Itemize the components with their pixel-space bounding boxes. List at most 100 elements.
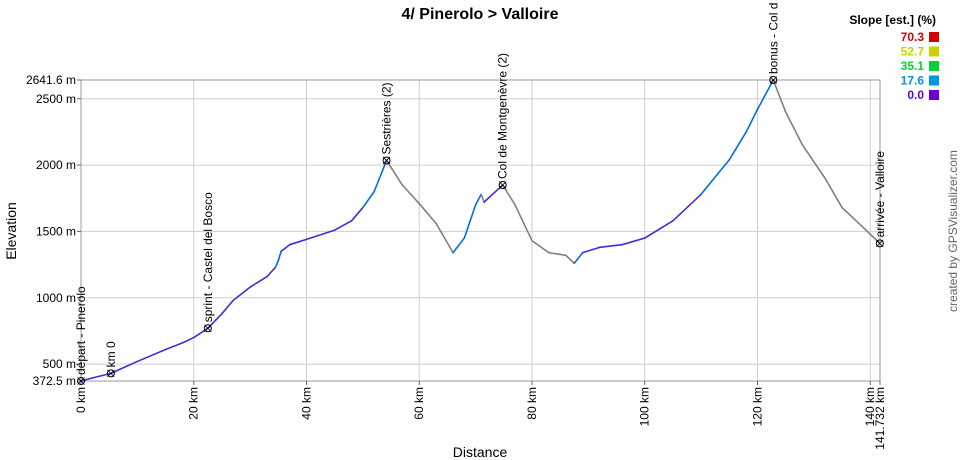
y-tick-label: 1000 m [36, 291, 76, 305]
y-tick-label: 2500 m [36, 92, 76, 106]
legend-entry-label: 17.6 [901, 74, 925, 88]
x-tick-label: 120 km [750, 387, 764, 426]
legend-swatch [929, 90, 939, 100]
elevation-segment [784, 111, 804, 147]
x-tick-label: 100 km [638, 387, 652, 426]
waypoint-cross [769, 76, 778, 84]
legend-swatch [929, 75, 939, 86]
elevation-segment [548, 251, 567, 257]
legend-swatch [929, 46, 939, 57]
y-tick-label: 1500 m [36, 224, 76, 238]
x-tick-label: 60 km [412, 387, 426, 420]
elevation-segment [581, 246, 601, 254]
plot-frame [80, 79, 881, 382]
legend-swatch [929, 61, 939, 71]
elevation-segment [474, 193, 483, 206]
x-tick-label: 140 km [863, 387, 877, 426]
waypoint-label: km 0 [104, 341, 118, 367]
y-tick-label: 500 m [43, 357, 76, 371]
elevation-segment [274, 259, 280, 269]
elevation-segment [486, 193, 494, 201]
elevation-series [80, 79, 881, 382]
grid [80, 79, 881, 382]
elevation-segment [672, 193, 702, 222]
x-tick-label: 40 km [299, 387, 313, 420]
waypoint-label: Col de Montgenèvre (2) [496, 53, 510, 179]
elevation-segment [643, 220, 674, 239]
y-axis-label: Elevation [3, 202, 19, 260]
legend-entry-label: 52.7 [901, 45, 925, 59]
elevation-segment [700, 159, 731, 196]
elevation-segment [110, 360, 139, 375]
elevation-segment [333, 220, 353, 231]
x-tick-label: 0 km [74, 387, 88, 413]
elevation-segment [288, 238, 308, 246]
credit-text: created by GPSVisualizer.com [946, 150, 960, 312]
elevation-segment [621, 237, 646, 246]
legend-entry-label: 35.1 [901, 59, 925, 73]
elevation-segment [277, 250, 282, 262]
waypoint-cross [876, 239, 884, 248]
elevation-segment [350, 206, 364, 222]
waypoint-cross [382, 156, 391, 165]
elevation-segment [452, 237, 466, 254]
elevation-segment [463, 204, 477, 239]
waypoint-cross [204, 324, 212, 333]
waypoint-label: arrivée - Valloire [873, 151, 887, 238]
elevation-segment [531, 239, 550, 254]
elevation-segment [728, 131, 748, 161]
waypoint-marker [875, 239, 884, 248]
elevation-segment [221, 299, 235, 315]
waypoint-label: Sestrières (2) [380, 82, 394, 154]
legend-swatch [929, 32, 939, 42]
elevation-segment [266, 266, 277, 278]
elevation-segment [362, 190, 375, 209]
y-tick-label: 2641.6 m [26, 73, 76, 87]
x-tick-label: 80 km [525, 387, 539, 420]
x-axis-label: Distance [453, 444, 508, 460]
elevation-segment [164, 342, 184, 351]
elevation-segment [598, 243, 623, 249]
legend-title: Slope [est.] (%) [849, 13, 936, 27]
elevation-segment [136, 348, 167, 363]
x-tick-label: 141.732 km [873, 387, 887, 450]
elevation-segment [249, 275, 268, 288]
elevation-segment [514, 204, 533, 242]
elevation-segment [232, 286, 251, 302]
waypoint-label: bonus - Col d [766, 3, 780, 74]
elevation-segment [305, 229, 336, 241]
waypoint-marker [77, 377, 85, 385]
elevation-segment [756, 79, 775, 111]
chart-title: 4/ Pinerolo > Valloire [402, 6, 559, 23]
elevation-segment [772, 79, 787, 113]
waypoint-label: départ - Pinerolo [74, 286, 88, 375]
y-tick-label: 372.5 m [33, 374, 76, 388]
x-axis-ticks: 0 km 20 km 40 km 60 km 80 km 100 km 120 km 140 … [74, 381, 887, 450]
elevation-segment [824, 177, 843, 209]
legend: Slope [est.] (%) 70.352.735.117.60.0 [849, 13, 939, 102]
waypoint-cross [107, 369, 115, 378]
elevation-segment [418, 202, 437, 225]
legend-entry-label: 70.3 [901, 30, 925, 44]
elevation-segment [385, 159, 404, 186]
elevation-segment [745, 108, 759, 133]
waypoint-marker [106, 369, 115, 378]
elevation-segment [401, 184, 421, 205]
elevation-segment [565, 254, 576, 265]
elevation-segment [192, 327, 209, 339]
legend-entry-label: 0.0 [907, 88, 924, 102]
elevation-segment [181, 336, 195, 344]
waypoint-cross [498, 181, 507, 189]
elevation-segment [573, 251, 584, 265]
y-tick-label: 2000 m [36, 158, 76, 172]
waypoint-marker [498, 181, 507, 190]
elevation-segment [373, 159, 388, 193]
elevation-segment [435, 222, 454, 254]
elevation-segment [80, 377, 94, 382]
waypoint-label: sprint - Castel del Bosco [201, 192, 215, 322]
x-tick-label: 20 km [187, 387, 201, 420]
elevation-segment [280, 243, 291, 253]
elevation-segment [801, 144, 826, 180]
